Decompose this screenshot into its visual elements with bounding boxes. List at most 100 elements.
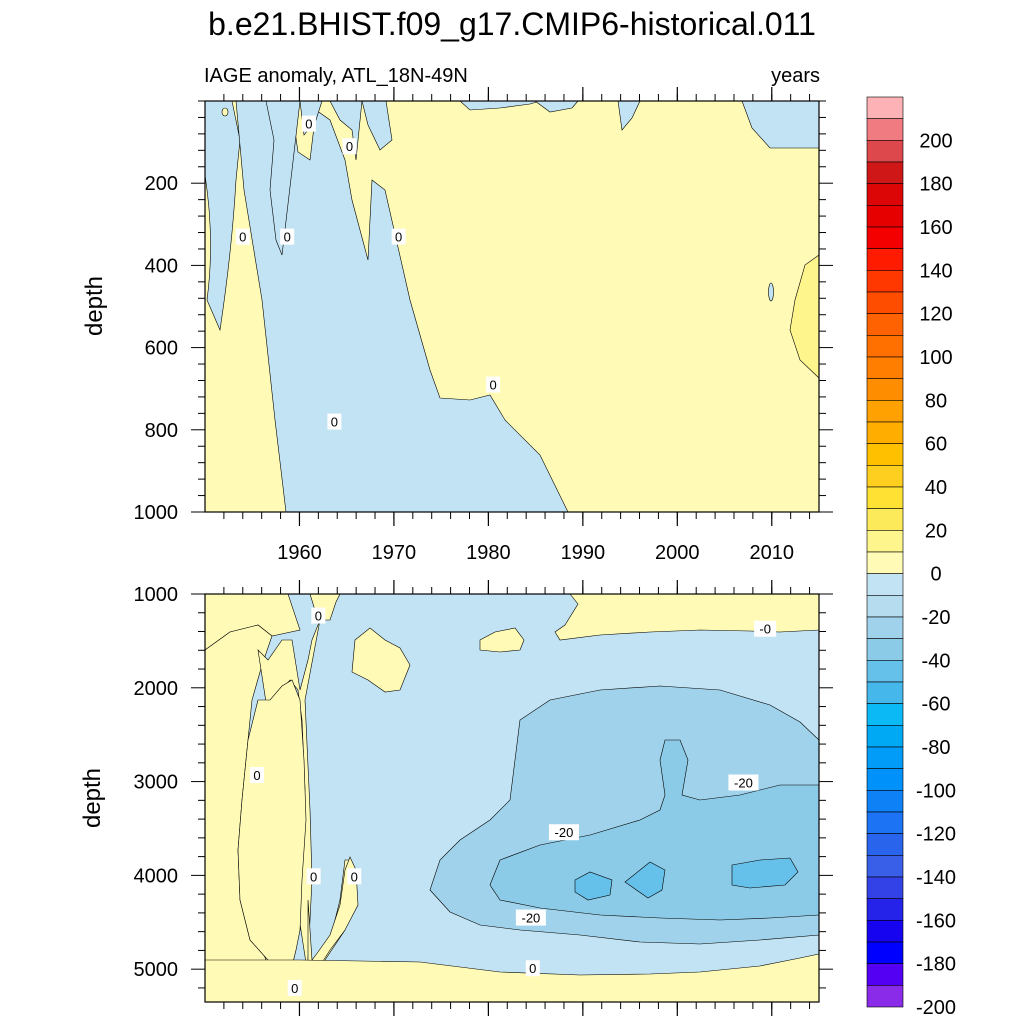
upper-y-tick-label: 800 bbox=[145, 420, 178, 442]
lower-y-axis-label: depth bbox=[79, 768, 106, 828]
upper-contour-label: 0 bbox=[395, 230, 402, 245]
colorbar-box bbox=[866, 508, 904, 531]
lower-y-tick-label: 1000 bbox=[134, 584, 179, 606]
upper-negative-region bbox=[265, 100, 301, 256]
colorbar-box bbox=[866, 270, 904, 293]
lower-y-tick-label: 5000 bbox=[134, 959, 179, 981]
colorbar-box bbox=[866, 530, 904, 553]
upper-contour-label: 0 bbox=[489, 378, 496, 393]
colorbar-box bbox=[866, 660, 904, 683]
colorbar-label: 80 bbox=[925, 390, 947, 412]
colorbar-box bbox=[866, 421, 904, 444]
colorbar-box bbox=[866, 833, 904, 856]
lower-panel: 0 -0 0 -20 -20 0 0 -20 0 0 1000 2000 3000 4000 5000 d… bbox=[79, 580, 833, 1016]
colorbar-box bbox=[866, 746, 904, 769]
upper-negative-region bbox=[204, 100, 241, 332]
colorbar-boxes bbox=[866, 96, 904, 1008]
lower-contour-label-box bbox=[754, 620, 777, 637]
lower-x-ticks bbox=[223, 580, 811, 1016]
colorbar-box bbox=[866, 920, 904, 943]
colorbar-box bbox=[866, 465, 904, 488]
upper-contour-label-box bbox=[342, 138, 357, 155]
colorbar-box bbox=[866, 205, 904, 228]
upper-contour-label-box bbox=[301, 115, 316, 132]
colorbar-box bbox=[866, 573, 904, 596]
upper-small-blob bbox=[768, 282, 774, 302]
colorbar-box bbox=[866, 898, 904, 921]
colorbar-box bbox=[866, 400, 904, 423]
colorbar-box bbox=[866, 226, 904, 249]
lower-contour-label-box bbox=[249, 767, 264, 784]
colorbar-label: 0 bbox=[930, 564, 941, 586]
lower-contour-label-box bbox=[347, 868, 362, 885]
colorbar-box bbox=[866, 941, 904, 964]
lower-contour-label: 0 bbox=[351, 869, 358, 884]
colorbar-label: 180 bbox=[919, 174, 952, 196]
lower-contour-label-box bbox=[306, 868, 321, 885]
colorbar-label: 140 bbox=[919, 260, 952, 282]
colorbar-box bbox=[866, 335, 904, 358]
upper-x-tick-label: 1980 bbox=[466, 542, 511, 564]
colorbar-box bbox=[866, 118, 904, 141]
lower-contour-label: 0 bbox=[310, 869, 317, 884]
upper-y-tick-label: 400 bbox=[145, 255, 178, 277]
colorbar-box bbox=[866, 768, 904, 791]
lower-contour-label: 0 bbox=[315, 609, 322, 624]
colorbar-box bbox=[866, 291, 904, 314]
lower-positive-region bbox=[351, 627, 411, 693]
lower-contour-label-box bbox=[525, 960, 540, 977]
upper-x-tick-label: 1970 bbox=[372, 542, 417, 564]
upper-y-axis-label: depth bbox=[81, 276, 108, 336]
colorbar-box bbox=[866, 811, 904, 834]
lower-contour-label-box bbox=[311, 607, 326, 624]
lower-negative-region bbox=[624, 861, 666, 899]
colorbar-box bbox=[866, 248, 904, 271]
colorbar-label: 160 bbox=[919, 217, 952, 239]
lower-contour-label: 0 bbox=[253, 768, 260, 783]
lower-contour-label-box bbox=[548, 824, 579, 841]
colorbar-box bbox=[866, 595, 904, 618]
colorbar-label: 60 bbox=[925, 434, 947, 456]
upper-x-ticks: 1960 1970 1980 1990 2000 2010 bbox=[223, 87, 811, 564]
chart-subtitle-left: IAGE anomaly, ATL_18N-49N bbox=[204, 65, 468, 87]
lower-contour-label: -20 bbox=[555, 825, 574, 840]
upper-contour-label-box bbox=[391, 228, 406, 245]
colorbar-box bbox=[866, 963, 904, 986]
colorbar-label: -80 bbox=[922, 737, 951, 759]
colorbar-box bbox=[866, 703, 904, 726]
colorbar-box bbox=[866, 356, 904, 379]
colorbar-box bbox=[866, 681, 904, 704]
lower-contour-label-box bbox=[287, 979, 302, 996]
colorbar-labels: 200180160140120100806040200-20-40-60-80-… bbox=[916, 130, 956, 1019]
upper-x-tick-label: 2000 bbox=[655, 542, 700, 564]
colorbar-label: 120 bbox=[919, 304, 952, 326]
lower-plot-frame bbox=[204, 593, 820, 1003]
colorbar-label: -40 bbox=[922, 650, 951, 672]
colorbar-box bbox=[866, 638, 904, 661]
lower-y-tick-label: 2000 bbox=[134, 678, 179, 700]
lower-contour-labels: 0 -0 0 -20 -20 0 0 -20 0 0 bbox=[249, 607, 777, 996]
colorbar-box bbox=[866, 183, 904, 206]
lower-fill bbox=[204, 593, 820, 1003]
colorbar-box bbox=[866, 140, 904, 163]
lower-contour-label-box bbox=[515, 909, 546, 926]
colorbar-box bbox=[866, 378, 904, 401]
colorbar-box bbox=[866, 486, 904, 509]
colorbar-label: -60 bbox=[922, 694, 951, 716]
upper-plot-frame bbox=[204, 100, 820, 513]
upper-panel: 0 0 0 0 0 0 0 1960 1970 1980 1990 2000 2010 200 400 6… bbox=[81, 87, 833, 564]
upper-x-tick-label: 2010 bbox=[750, 542, 795, 564]
lower-y-tick-label: 3000 bbox=[134, 772, 179, 794]
colorbar-box bbox=[866, 790, 904, 813]
lower-positive-region bbox=[237, 679, 307, 986]
lower-positive-region bbox=[479, 627, 525, 653]
colorbar-box bbox=[866, 551, 904, 574]
lower-contour-label: -0 bbox=[759, 622, 771, 637]
colorbar-label: -100 bbox=[916, 780, 956, 802]
lower-contour-label: -20 bbox=[521, 911, 540, 926]
colorbar-label: -180 bbox=[916, 954, 956, 976]
lower-contour-label: -20 bbox=[734, 776, 753, 791]
colorbar-box bbox=[866, 616, 904, 639]
colorbar-label: 20 bbox=[925, 520, 947, 542]
